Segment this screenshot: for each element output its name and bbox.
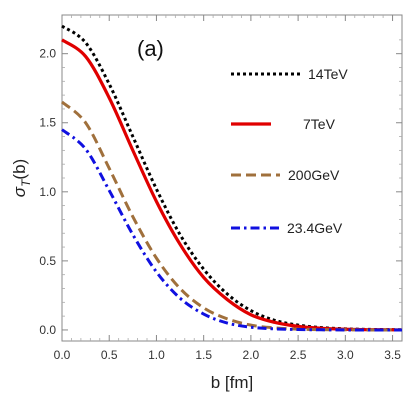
y-tick-label: 1.5 [39, 116, 56, 130]
x-tick-label: 2.0 [243, 348, 260, 362]
x-tick-label: 1.0 [148, 348, 165, 362]
x-tick-label: 0.0 [54, 348, 71, 362]
series-line-7tev [61, 38, 403, 332]
x-tick-label: 1.5 [195, 348, 212, 362]
series-line-23-4gev [61, 128, 402, 332]
y-axis-label-suffix: (b) [10, 159, 29, 180]
y-tick-label: 1.0 [39, 185, 56, 199]
y-axis-label-subscript: T [19, 178, 33, 187]
y-tick-label: 0.5 [39, 254, 56, 268]
x-tick-label: 0.5 [101, 348, 118, 362]
y-axis-label-base: σ [10, 186, 29, 197]
legend: 14TeV 7TeV 200GeV 23.4GeV [231, 66, 348, 236]
panel-label: (a) [137, 36, 164, 61]
y-tick-label: 2.0 [39, 47, 56, 61]
legend-label-7tev: 7TeV [303, 116, 336, 132]
legend-label-200gev: 200GeV [288, 167, 340, 183]
y-axis-label: σT(b) [10, 159, 33, 197]
series-line-200gev [61, 100, 402, 332]
x-tick-label: 3.0 [337, 348, 354, 362]
x-tick-label: 2.5 [290, 348, 307, 362]
x-tick-label: 3.5 [384, 348, 401, 362]
legend-label-14tev: 14TeV [308, 66, 348, 82]
x-axis-label: b [fm] [211, 373, 254, 392]
series-group [61, 24, 403, 332]
y-tick-label: 0.0 [39, 323, 56, 337]
legend-label-23-4gev: 23.4GeV [287, 220, 343, 236]
